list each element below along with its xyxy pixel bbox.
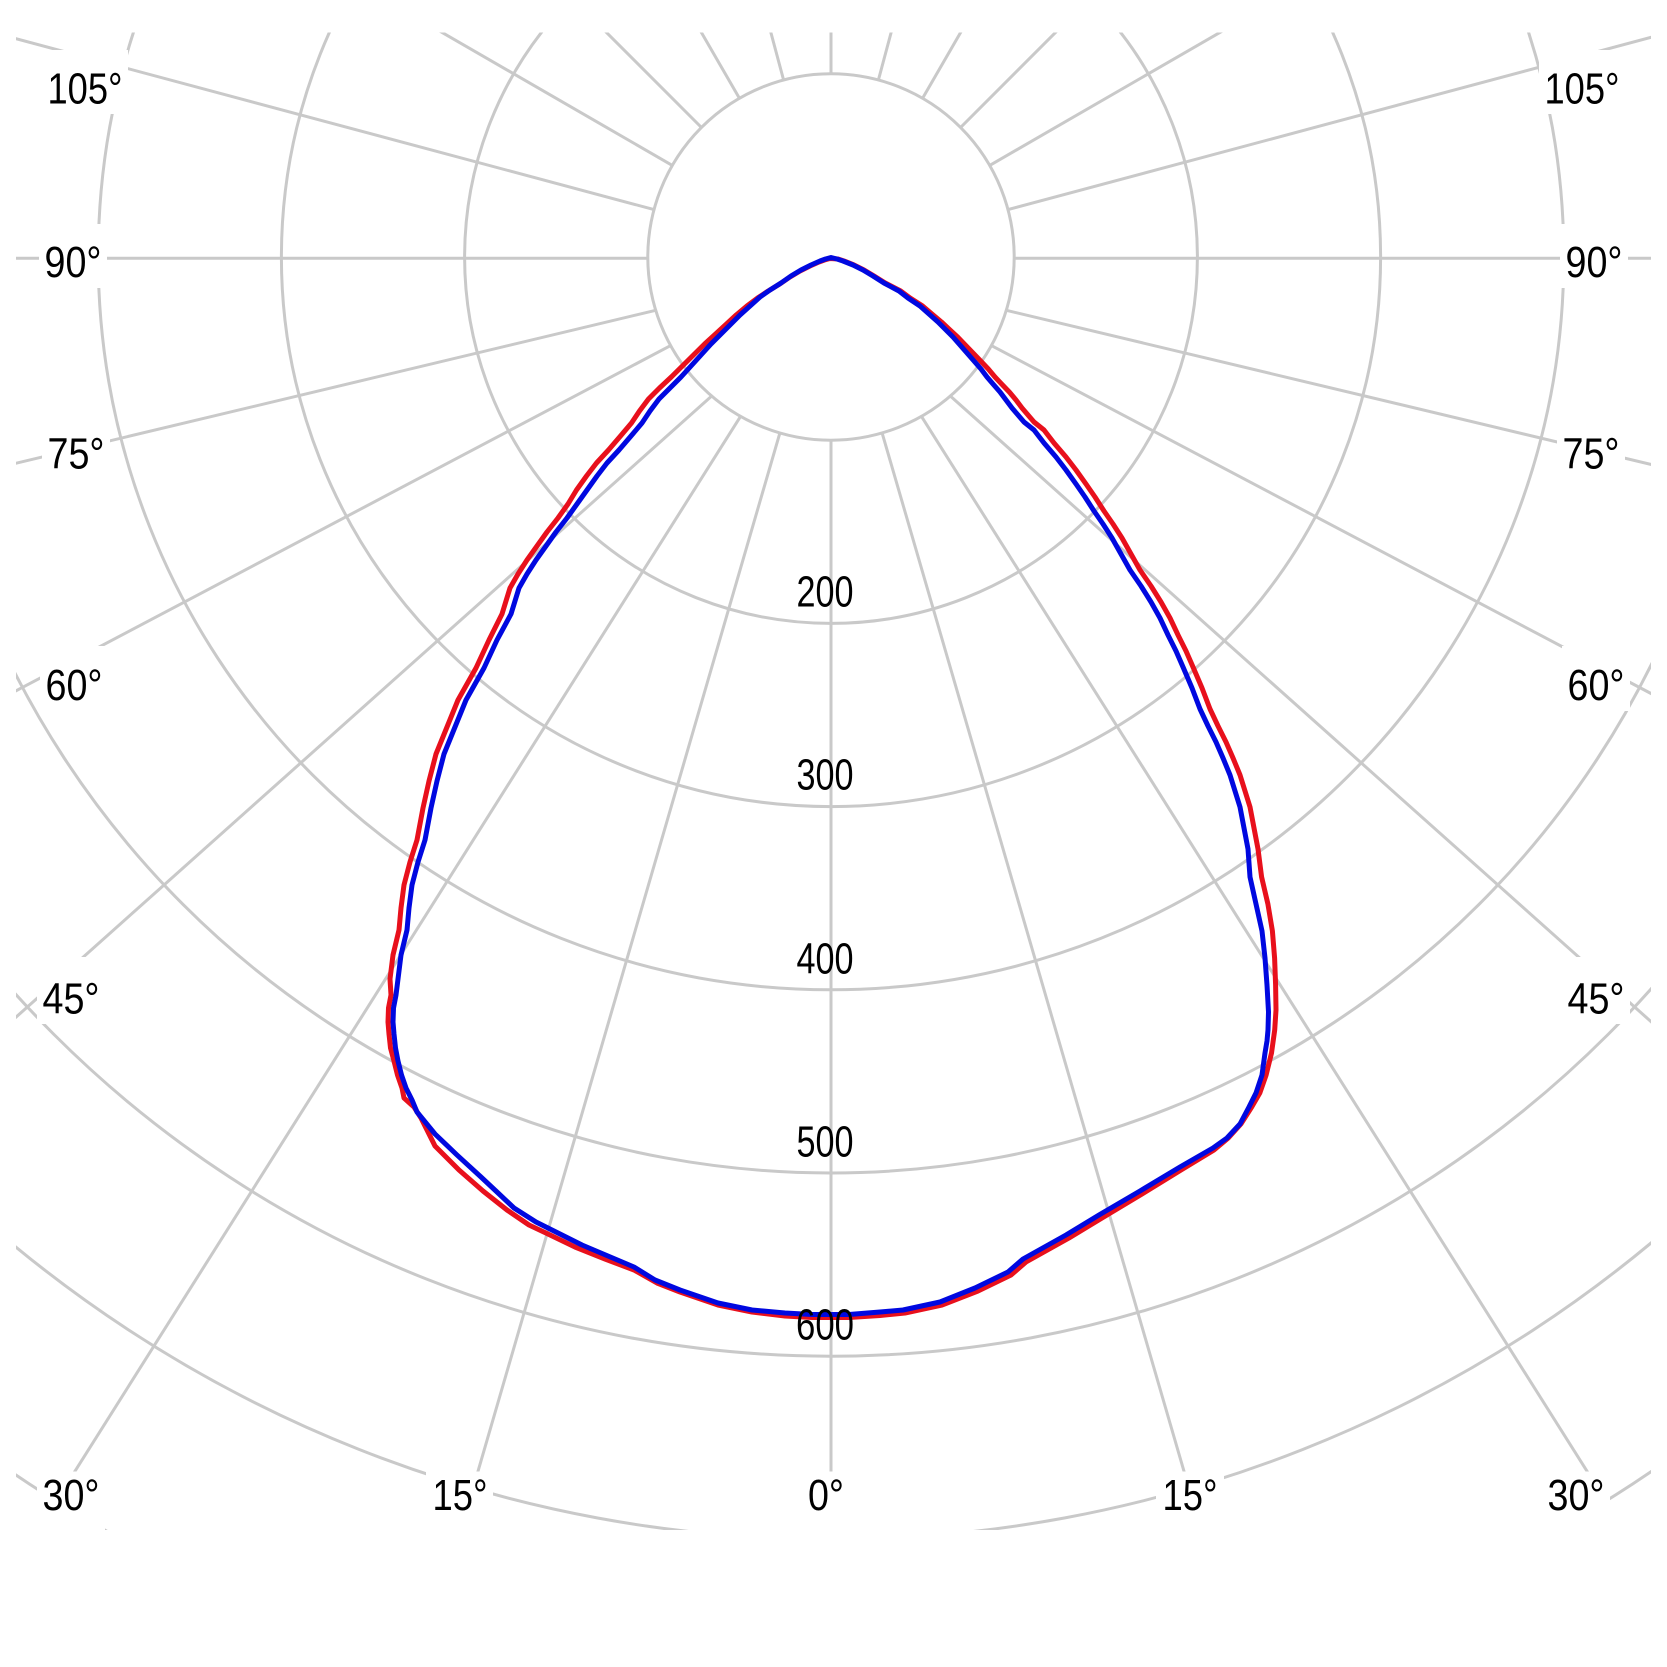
svg-text:105°: 105° (48, 65, 123, 114)
svg-text:75°: 75° (1563, 430, 1620, 479)
svg-text:400: 400 (797, 935, 854, 984)
svg-text:30°: 30° (43, 1471, 100, 1520)
svg-text:600: 600 (796, 1301, 854, 1350)
svg-text:75°: 75° (48, 430, 105, 479)
svg-text:200: 200 (797, 568, 854, 617)
svg-text:300: 300 (797, 751, 854, 800)
svg-text:0°: 0° (808, 1471, 844, 1520)
svg-text:15°: 15° (433, 1471, 488, 1520)
svg-text:500: 500 (797, 1118, 854, 1167)
svg-text:60°: 60° (46, 661, 103, 710)
svg-text:60°: 60° (1568, 661, 1625, 710)
svg-text:30°: 30° (1548, 1471, 1605, 1520)
svg-text:15°: 15° (1163, 1471, 1218, 1520)
svg-text:105°: 105° (1545, 65, 1620, 114)
svg-text:90°: 90° (1566, 238, 1623, 287)
svg-text:45°: 45° (43, 975, 100, 1024)
svg-text:45°: 45° (1568, 975, 1625, 1024)
svg-text:90°: 90° (45, 238, 102, 287)
